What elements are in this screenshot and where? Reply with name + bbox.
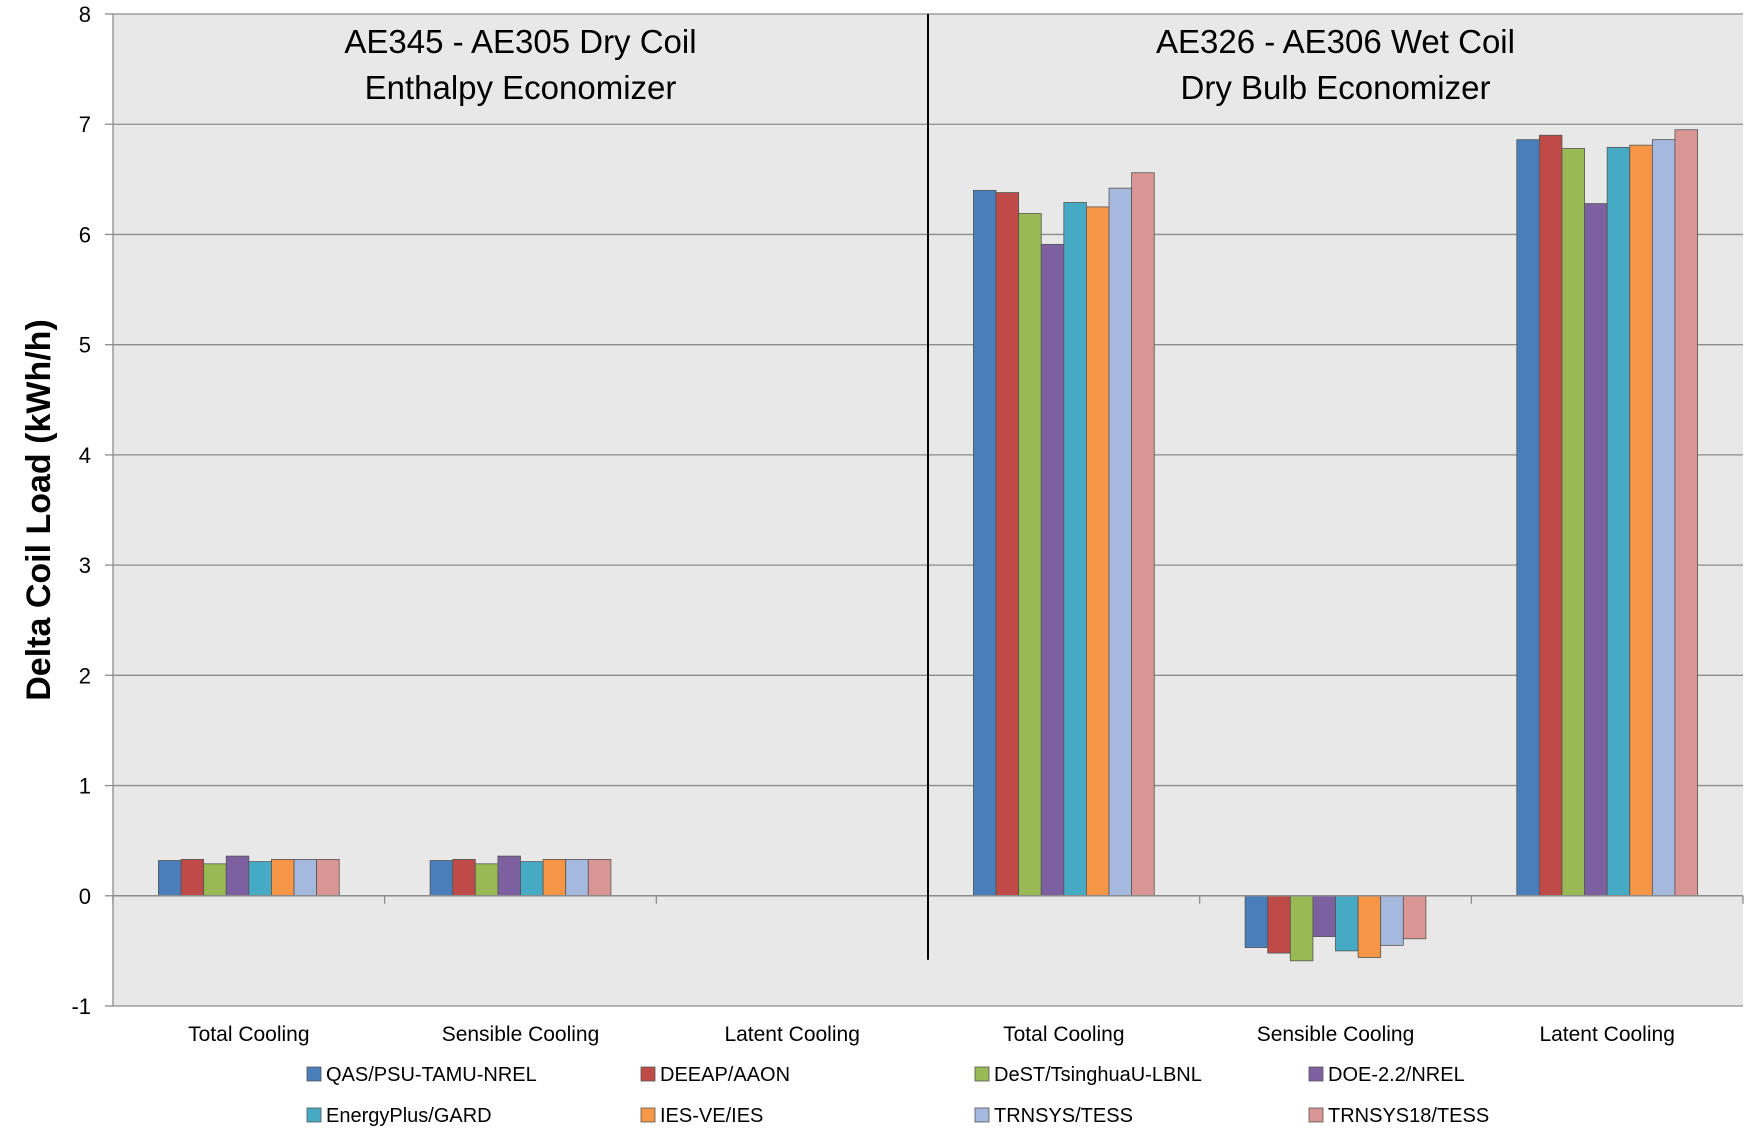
bar [1402, 895, 1427, 940]
bar [203, 863, 227, 897]
legend-label: DeST/TsinghuaU-LBNL [994, 1064, 1202, 1086]
legend-swatch [306, 1066, 322, 1082]
bar [248, 861, 272, 897]
bar [1651, 139, 1676, 897]
bar [1018, 213, 1042, 897]
y-tick-label: 1 [79, 774, 91, 799]
bar [1267, 895, 1291, 954]
y-tick-label: 6 [79, 222, 91, 247]
bar [542, 859, 567, 897]
bar [1312, 895, 1336, 937]
bar [429, 860, 454, 897]
y-tick-label: 3 [79, 553, 91, 578]
bar [1335, 895, 1359, 952]
x-tick-label: Sensible Cooling [442, 1023, 600, 1046]
bar [973, 189, 997, 897]
legend-label: TRNSYS18/TESS [1328, 1105, 1489, 1127]
bar [1040, 243, 1065, 897]
y-tick-label: 7 [79, 112, 91, 137]
bar [1674, 129, 1698, 897]
x-tick-label: Latent Cooling [724, 1023, 859, 1046]
bar [1538, 134, 1563, 897]
bar [452, 859, 476, 897]
bar [1063, 202, 1087, 897]
y-tick-labels: -1 0 1 2 3 4 5 6 7 8 [71, 2, 91, 1019]
panel-title-line2: Enthalpy Economizer [365, 69, 677, 106]
bars [158, 129, 1698, 962]
legend-label: DEEAP/AAON [660, 1064, 790, 1086]
legend-label: TRNSYS/TESS [994, 1105, 1133, 1127]
legend-swatch [640, 1107, 656, 1123]
y-tick-label: 5 [79, 333, 91, 358]
y-tick-label: 0 [79, 884, 91, 909]
bar [316, 859, 340, 897]
legend-label: QAS/PSU-TAMU-NREL [326, 1064, 537, 1086]
bar [1244, 895, 1269, 948]
bar [293, 859, 318, 897]
panel-titles: AE345 - AE305 Dry Coil Enthalpy Economize… [344, 23, 1515, 106]
legend-label: EnergyPlus/GARD [326, 1105, 492, 1127]
x-tick-label: Latent Cooling [1539, 1023, 1674, 1046]
bar [271, 859, 295, 897]
y-tick-label: 4 [79, 443, 91, 468]
legend-swatch [974, 1066, 990, 1082]
bar [1584, 203, 1608, 897]
bar [474, 863, 499, 897]
legend-label: DOE-2.2/NREL [1328, 1064, 1465, 1086]
bar [1516, 139, 1540, 897]
y-tick-label: 2 [79, 663, 91, 688]
x-tick-labels: Total Cooling Sensible Cooling Latent Cool… [188, 1023, 1675, 1046]
panel-title-line2: Dry Bulb Economizer [1181, 69, 1491, 106]
x-tick-label: Total Cooling [188, 1023, 309, 1046]
legend-swatch [1308, 1107, 1324, 1123]
bar [587, 859, 612, 897]
bar [225, 855, 250, 897]
bar [180, 859, 205, 897]
bar [1357, 895, 1382, 958]
bar [1629, 144, 1653, 897]
panel-title-line1: AE326 - AE306 Wet Coil [1156, 23, 1515, 60]
bar [158, 860, 182, 897]
legend-swatch [640, 1066, 656, 1082]
bar [1131, 172, 1155, 897]
bar [1086, 206, 1110, 897]
legend-swatch [1308, 1066, 1324, 1082]
x-tick-label: Total Cooling [1003, 1023, 1124, 1046]
legend-label: IES-VE/IES [660, 1105, 763, 1127]
bar [1108, 187, 1133, 897]
bar [1380, 895, 1404, 946]
y-axis-label: Delta Coil Load (kWh/h) [20, 319, 58, 701]
y-tick-label: -1 [71, 994, 91, 1019]
legend-swatch [306, 1107, 322, 1123]
bar [1561, 148, 1585, 897]
bar [565, 859, 589, 897]
bar [995, 192, 1020, 897]
bar [520, 861, 544, 897]
bar [1606, 146, 1631, 897]
legend: QAS/PSU-TAMU-NREL DEEAP/AAON DeST/Tsinghua… [306, 1064, 1489, 1127]
x-tick-label: Sensible Cooling [1257, 1023, 1415, 1046]
bar [497, 855, 521, 897]
axes [112, 14, 1744, 1006]
y-tick-label: 8 [79, 2, 91, 27]
bar [1289, 895, 1314, 962]
panel-title-line1: AE345 - AE305 Dry Coil [344, 23, 696, 60]
legend-swatch [974, 1107, 990, 1123]
